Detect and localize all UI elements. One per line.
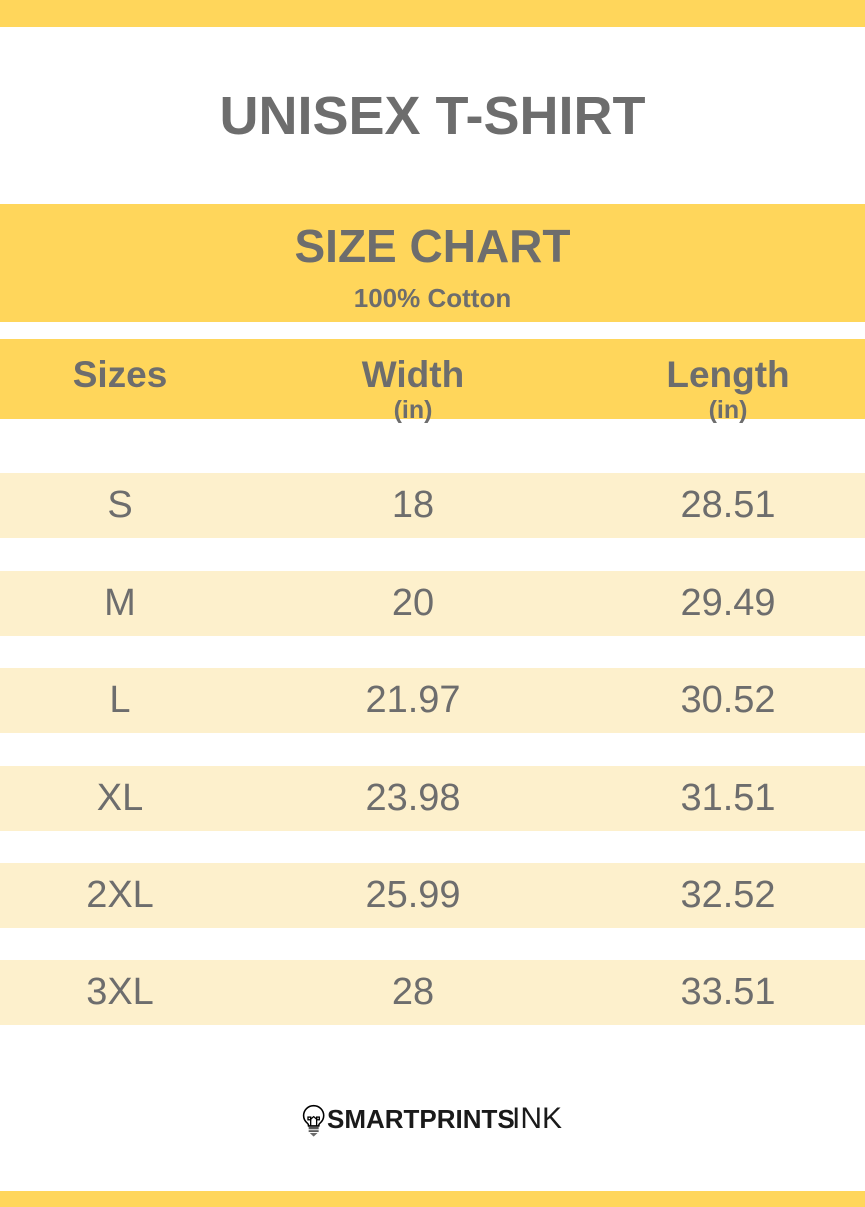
- svg-text:INK: INK: [512, 1102, 562, 1135]
- svg-text:SMARTPRINTS: SMARTPRINTS: [327, 1104, 515, 1134]
